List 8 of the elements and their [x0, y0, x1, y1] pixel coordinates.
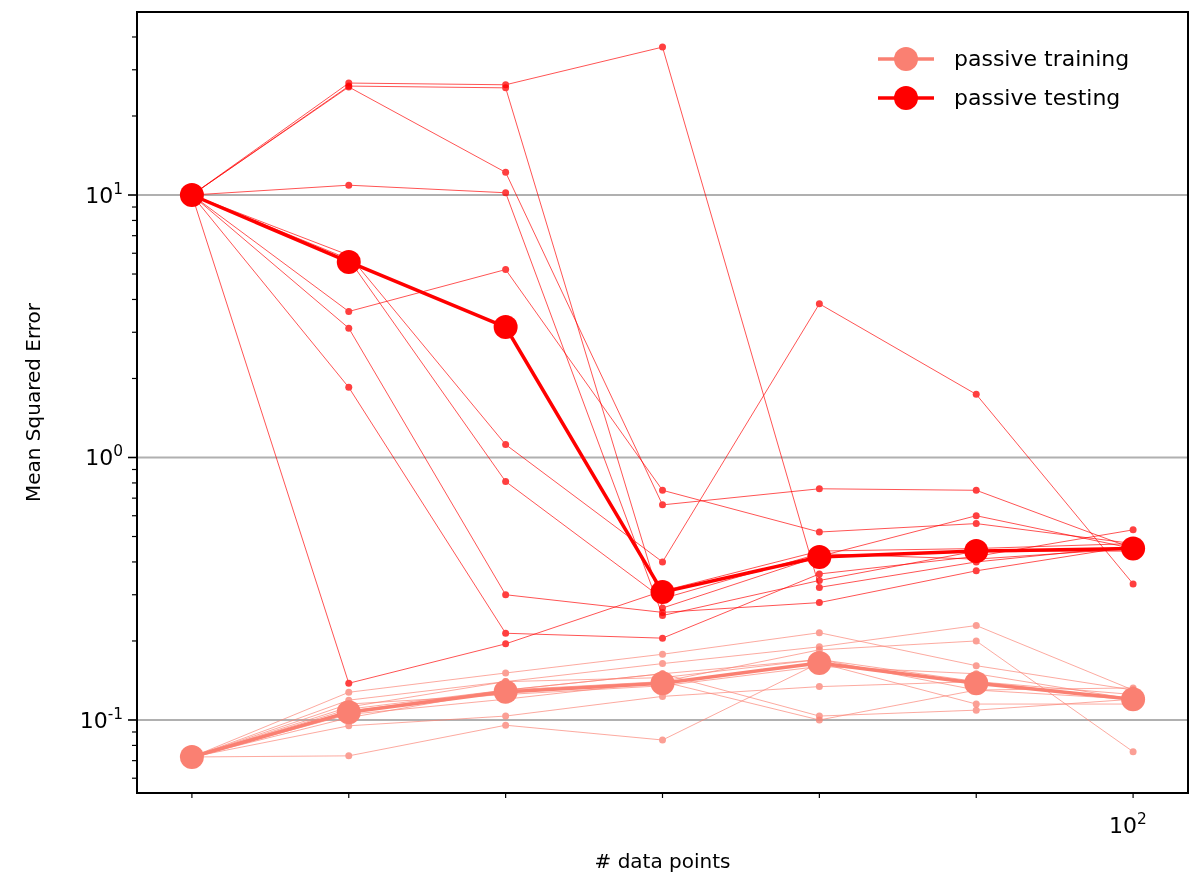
- y-tick-label: 10$^{1}$: [85, 180, 123, 209]
- y-axis-title: Mean Squared Error: [21, 302, 45, 503]
- legend-label: passive training: [954, 46, 1130, 71]
- y-tick-label: 10$^{0}$: [85, 442, 123, 471]
- y-tick-label: 10$^{-1}$: [79, 704, 123, 733]
- x-axis-title: # data points: [594, 849, 731, 873]
- text: 10$^{2}$: [1109, 810, 1147, 838]
- legend-label: passive testing: [954, 85, 1121, 110]
